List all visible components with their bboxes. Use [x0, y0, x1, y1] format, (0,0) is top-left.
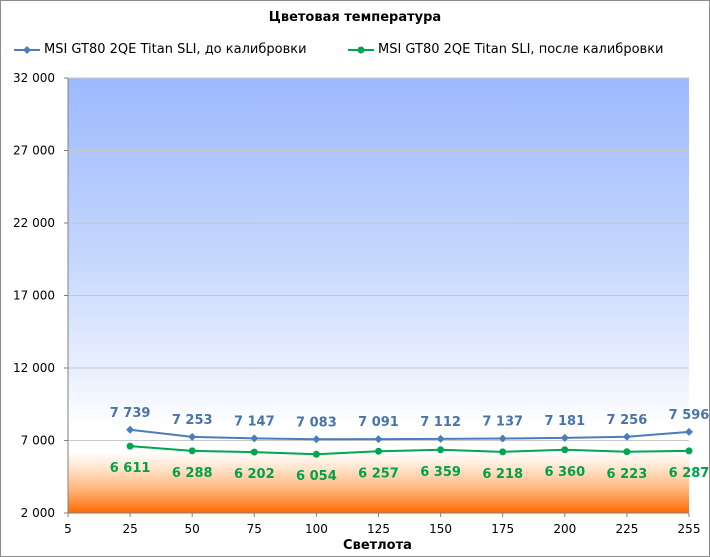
data-point [250, 434, 259, 443]
data-point [498, 434, 507, 443]
x-tick-label: 225 [615, 522, 638, 536]
legend-marker-circle-icon [348, 46, 374, 53]
data-label: 7 083 [296, 415, 337, 430]
data-label: 6 288 [172, 466, 213, 481]
data-label: 7 091 [358, 415, 399, 430]
x-tick-label: 50 [185, 522, 200, 536]
x-tick-label: 125 [367, 522, 390, 536]
y-tick-label: 7 000 [21, 434, 55, 448]
x-tick-label: 5 [64, 522, 72, 536]
data-label: 7 253 [172, 413, 213, 428]
data-point [126, 442, 134, 450]
data-point [622, 432, 631, 441]
data-point [623, 448, 631, 456]
data-label: 6 257 [358, 466, 399, 481]
legend-label-after: MSI GT80 2QE Titan SLI, после калибровки [378, 42, 664, 57]
data-point [375, 447, 382, 455]
data-label: 6 287 [669, 466, 710, 481]
legend-item-after: MSI GT80 2QE Titan SLI, после калибровки [348, 42, 664, 57]
data-label: 6 202 [234, 467, 275, 482]
y-tick-label: 22 000 [13, 216, 55, 230]
data-point [685, 447, 693, 455]
data-point [374, 435, 383, 444]
data-point [437, 446, 445, 454]
y-tick-label: 27 000 [13, 144, 55, 158]
data-point [312, 435, 321, 444]
x-tick-label: 255 [678, 522, 701, 536]
y-tick-label: 17 000 [13, 289, 55, 303]
data-point [188, 432, 197, 441]
data-point [188, 447, 196, 455]
x-tick-label: 25 [122, 522, 137, 536]
x-tick-label: 100 [305, 522, 328, 536]
data-point [312, 450, 320, 458]
data-label: 7 137 [482, 415, 523, 430]
series-line [130, 445, 690, 456]
data-point [560, 433, 569, 442]
data-point [436, 434, 445, 443]
data-label: 6 360 [544, 465, 585, 480]
legend-label-before: MSI GT80 2QE Titan SLI, до калибровки [44, 42, 307, 57]
data-label: 6 218 [482, 467, 523, 482]
data-label: 7 112 [420, 415, 461, 430]
legend-marker-diamond-icon [14, 45, 40, 54]
data-point [250, 448, 258, 456]
data-label: 6 359 [420, 465, 461, 480]
data-point [126, 425, 135, 434]
data-label: 7 147 [234, 414, 275, 429]
data-point [685, 427, 693, 436]
y-tick-label: 2 000 [21, 506, 55, 520]
chart-title: Цветовая температура [268, 10, 442, 25]
data-label: 7 256 [607, 413, 648, 428]
data-label: 7 739 [110, 406, 151, 421]
data-label: 6 054 [296, 469, 337, 484]
data-point [499, 448, 507, 456]
data-label: 6 223 [607, 467, 648, 482]
y-tick-label: 32 000 [13, 71, 55, 85]
data-label: 7 181 [544, 414, 585, 429]
data-label: 6 611 [110, 461, 151, 476]
series-line [129, 428, 690, 441]
y-tick-label: 12 000 [13, 361, 55, 375]
x-tick-label: 175 [491, 522, 514, 536]
data-label: 7 596 [669, 408, 710, 423]
x-tick-label: 150 [429, 522, 452, 536]
data-point [561, 446, 569, 454]
x-tick-label: 75 [247, 522, 262, 536]
x-axis-title: Светлота [343, 538, 412, 553]
x-tick-label: 200 [553, 522, 576, 536]
legend-item-before: MSI GT80 2QE Titan SLI, до калибровки [14, 42, 307, 57]
